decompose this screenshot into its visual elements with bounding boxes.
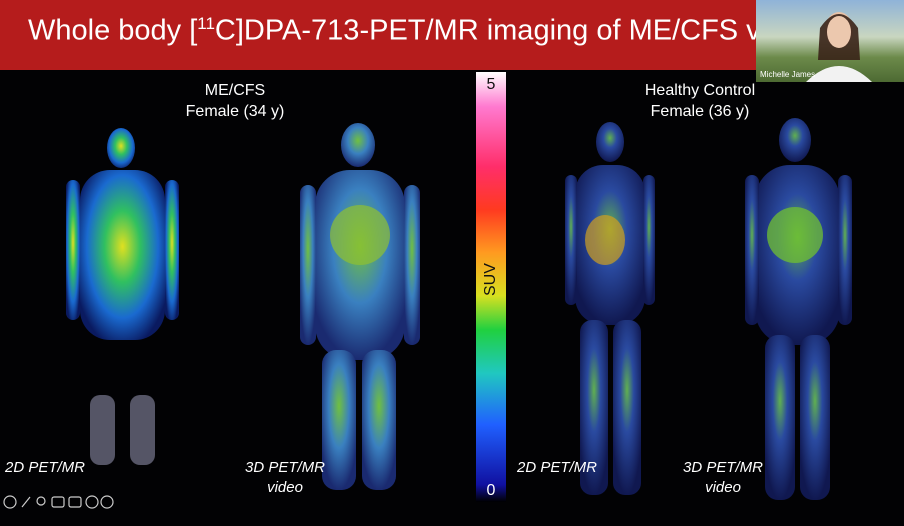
camera-button[interactable] <box>68 496 82 508</box>
subject: Female (34 y) <box>185 103 285 120</box>
group: Healthy Control <box>644 82 756 99</box>
pen-button[interactable] <box>21 496 31 508</box>
colorbar-min: 0 <box>486 482 496 499</box>
colorbar-max: 5 <box>486 76 496 93</box>
caption-line: video <box>705 479 741 496</box>
caption-line: video <box>267 479 303 496</box>
body-3d-right <box>745 118 852 500</box>
caption-line: 3D PET/MR <box>682 459 763 476</box>
slide-title: Whole body [11C]DPA-713-PET/MR imaging o… <box>28 14 847 47</box>
caption: 2D PET/MR <box>516 459 597 476</box>
group-label: Healthy Control Female (36 y) <box>625 80 775 122</box>
webcam-person <box>806 12 872 82</box>
colorbar: 5 SUV 0 <box>476 72 506 502</box>
slide-toolbar <box>3 495 114 509</box>
body-2d-left <box>66 128 179 465</box>
zoom-button[interactable] <box>36 496 46 506</box>
group-label: ME/CFS Female (34 y) <box>160 80 310 122</box>
next-button[interactable] <box>100 495 114 509</box>
captions-button[interactable] <box>51 496 65 508</box>
webcam <box>756 0 904 82</box>
more-button[interactable] <box>85 495 99 509</box>
prev-button[interactable] <box>3 495 17 509</box>
caption-line: 3D PET/MR <box>244 459 325 476</box>
colorbar-label: SUV <box>482 263 499 296</box>
title-bar <box>0 0 756 70</box>
body-2d-right <box>565 122 655 495</box>
caption: 3D PET/MR video <box>668 458 778 498</box>
group: ME/CFS <box>204 82 266 99</box>
webcam-name: Michelle James <box>760 70 816 79</box>
caption: 3D PET/MR video <box>230 458 340 498</box>
caption: 2D PET/MR <box>4 459 85 476</box>
subject: Female (36 y) <box>650 103 750 120</box>
body-3d-left <box>300 123 420 490</box>
